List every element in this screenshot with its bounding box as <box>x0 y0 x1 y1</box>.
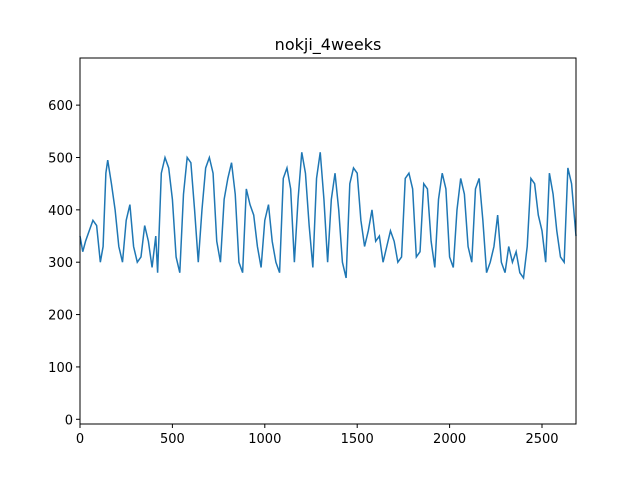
y-tick-label: 100 <box>48 361 73 376</box>
x-tick-label: 1000 <box>248 432 281 447</box>
line-series <box>79 152 577 280</box>
x-tick-label: 0 <box>76 432 84 447</box>
plot-frame <box>79 57 577 425</box>
y-tick-label: 500 <box>48 151 73 166</box>
y-tick-label: 300 <box>48 256 73 271</box>
chart-title: nokji_4weeks <box>275 35 382 55</box>
x-tick-label: 2500 <box>525 432 558 447</box>
x-tick-label: 1500 <box>341 432 374 447</box>
y-tick-label: 0 <box>65 413 73 428</box>
x-tick-label: 500 <box>160 432 185 447</box>
y-tick-label: 600 <box>48 99 73 114</box>
y-tick-label: 400 <box>48 204 73 219</box>
x-tick-label: 2000 <box>433 432 466 447</box>
y-tick-label: 200 <box>48 309 73 324</box>
